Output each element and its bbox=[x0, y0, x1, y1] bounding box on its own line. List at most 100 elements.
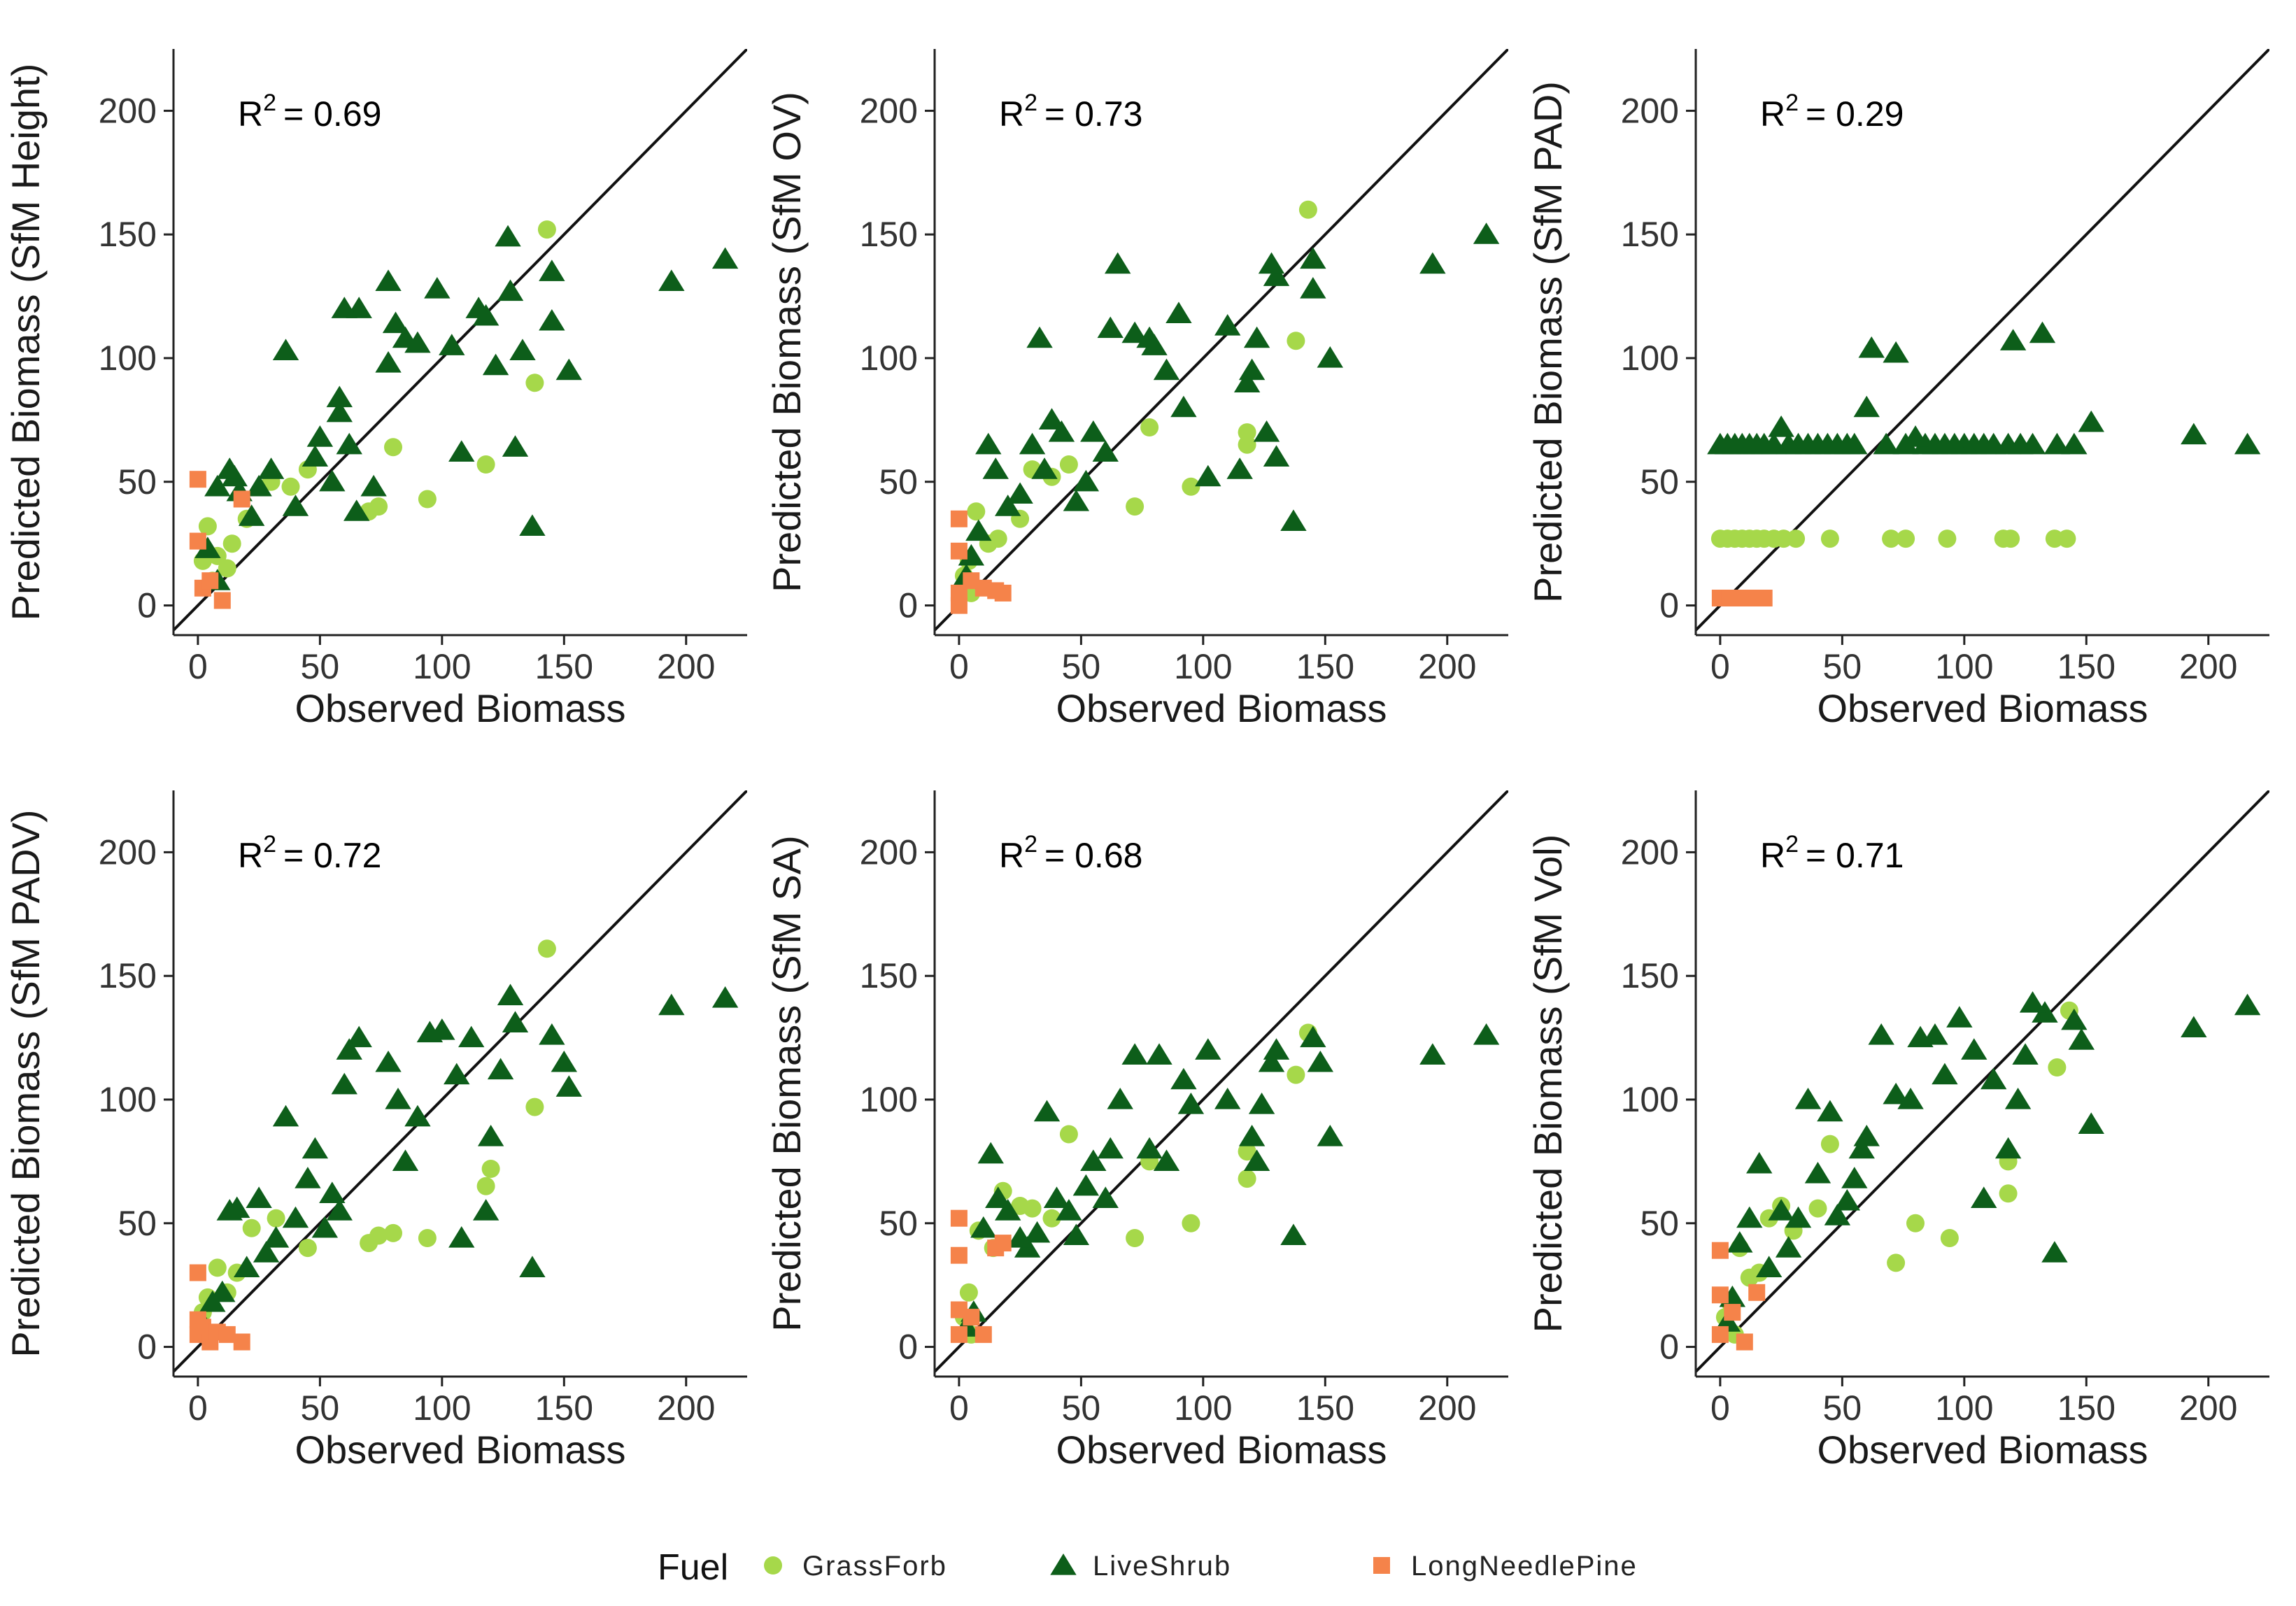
point-liveshrub bbox=[1072, 1174, 1100, 1196]
x-tick-label: 150 bbox=[2057, 647, 2116, 686]
point-liveshrub bbox=[1019, 432, 1046, 455]
point-grassforb bbox=[1740, 1268, 1759, 1287]
point-liveshrub bbox=[977, 1142, 1004, 1164]
point-liveshrub bbox=[444, 1063, 470, 1085]
point-liveshrub bbox=[1146, 1043, 1172, 1065]
point-liveshrub bbox=[1033, 1100, 1061, 1122]
point-liveshrub bbox=[375, 269, 402, 291]
point-liveshrub bbox=[482, 353, 509, 376]
point-grassforb bbox=[525, 374, 544, 392]
point-liveshrub bbox=[1097, 1137, 1124, 1159]
y-tick-label: 0 bbox=[1659, 586, 1679, 625]
point-grassforb bbox=[1820, 530, 1839, 548]
point-liveshrub bbox=[1263, 445, 1290, 467]
point-grassforb bbox=[1820, 1135, 1839, 1153]
points-group bbox=[950, 200, 1500, 614]
point-liveshrub bbox=[1165, 301, 1192, 323]
point-liveshrub bbox=[1853, 395, 1880, 418]
x-tick-label: 50 bbox=[1062, 647, 1101, 686]
point-liveshrub bbox=[1170, 1067, 1197, 1090]
point-liveshrub bbox=[404, 1104, 431, 1127]
point-liveshrub bbox=[458, 1025, 485, 1048]
point-liveshrub bbox=[1834, 1188, 1861, 1211]
y-tick-label: 150 bbox=[99, 956, 157, 995]
point-longneedlepine bbox=[1748, 1284, 1766, 1301]
point-liveshrub bbox=[1794, 1087, 1822, 1109]
x-tick-label: 200 bbox=[657, 647, 715, 686]
point-liveshrub bbox=[1238, 1125, 1266, 1146]
point-liveshrub bbox=[1785, 1206, 1812, 1228]
y-tick-label: 50 bbox=[1640, 462, 1679, 502]
point-liveshrub bbox=[1233, 371, 1261, 392]
point-liveshrub bbox=[1243, 1149, 1270, 1171]
y-tick-label: 50 bbox=[1640, 1204, 1679, 1243]
point-liveshrub bbox=[1026, 326, 1053, 348]
point-liveshrub bbox=[1080, 420, 1107, 442]
point-liveshrub bbox=[194, 536, 221, 558]
point-liveshrub bbox=[2041, 1241, 2068, 1263]
point-liveshrub bbox=[1153, 1149, 1180, 1171]
point-liveshrub bbox=[1177, 1093, 1205, 1114]
y-tick-label: 100 bbox=[99, 1080, 157, 1119]
point-longneedlepine bbox=[975, 1326, 992, 1343]
point-grassforb bbox=[1787, 530, 1806, 548]
y-tick-label: 200 bbox=[860, 832, 918, 872]
point-liveshrub bbox=[1063, 490, 1090, 511]
point-liveshrub bbox=[1727, 1231, 1753, 1253]
point-liveshrub bbox=[965, 519, 992, 541]
identity-line bbox=[935, 790, 1508, 1373]
point-liveshrub bbox=[1419, 252, 1446, 274]
x-tick-label: 0 bbox=[949, 1388, 969, 1428]
x-axis-title: Observed Biomass bbox=[295, 1428, 625, 1472]
identity-line bbox=[935, 49, 1508, 632]
point-liveshrub bbox=[1121, 1043, 1148, 1065]
point-grassforb bbox=[1938, 530, 1957, 548]
point-grassforb bbox=[218, 559, 236, 578]
point-grassforb bbox=[1126, 497, 1145, 516]
point-liveshrub bbox=[331, 1072, 357, 1095]
point-liveshrub bbox=[658, 269, 685, 291]
point-liveshrub bbox=[2181, 1016, 2207, 1038]
point-liveshrub bbox=[509, 339, 536, 360]
point-liveshrub bbox=[331, 297, 357, 318]
point-liveshrub bbox=[1195, 464, 1221, 487]
point-liveshrub bbox=[1243, 326, 1270, 348]
point-liveshrub bbox=[1280, 509, 1307, 531]
point-liveshrub bbox=[2012, 1043, 2039, 1065]
legend-marker-liveshrub bbox=[1050, 1554, 1077, 1575]
point-liveshrub bbox=[295, 1167, 321, 1188]
point-liveshrub bbox=[1473, 222, 1500, 244]
points-group bbox=[189, 220, 739, 609]
y-tick-label: 100 bbox=[99, 339, 157, 378]
point-grassforb bbox=[222, 534, 241, 553]
point-liveshrub bbox=[1824, 1204, 1851, 1225]
point-liveshrub bbox=[1214, 314, 1241, 336]
point-liveshrub bbox=[448, 1225, 475, 1248]
point-liveshrub bbox=[472, 1199, 499, 1221]
point-grassforb bbox=[242, 1218, 261, 1237]
point-liveshrub bbox=[238, 504, 265, 526]
point-grassforb bbox=[298, 1239, 317, 1258]
point-grassforb bbox=[2001, 530, 2020, 548]
point-liveshrub bbox=[302, 1137, 329, 1159]
x-tick-label: 0 bbox=[1710, 1388, 1730, 1428]
point-longneedlepine bbox=[950, 1209, 968, 1227]
x-tick-label: 100 bbox=[1174, 647, 1232, 686]
y-tick-label: 200 bbox=[1621, 832, 1679, 872]
x-tick-label: 50 bbox=[301, 647, 340, 686]
point-grassforb bbox=[1897, 530, 1915, 548]
point-liveshrub bbox=[1300, 247, 1326, 269]
point-liveshrub bbox=[970, 1216, 997, 1238]
point-liveshrub bbox=[1473, 1023, 1500, 1045]
point-liveshrub bbox=[2234, 432, 2261, 455]
y-axis-title: Predicted Biomass (SfM OV) bbox=[765, 92, 809, 592]
point-liveshrub bbox=[1263, 264, 1290, 286]
x-tick-label: 150 bbox=[1296, 1388, 1354, 1428]
point-grassforb bbox=[959, 1283, 978, 1302]
point-liveshrub bbox=[539, 1023, 565, 1045]
point-liveshrub bbox=[1317, 1125, 1343, 1146]
legend-title: Fuel bbox=[658, 1547, 728, 1588]
point-longneedlepine bbox=[994, 1235, 1012, 1252]
point-grassforb bbox=[198, 517, 217, 536]
point-grassforb bbox=[1238, 435, 1256, 454]
